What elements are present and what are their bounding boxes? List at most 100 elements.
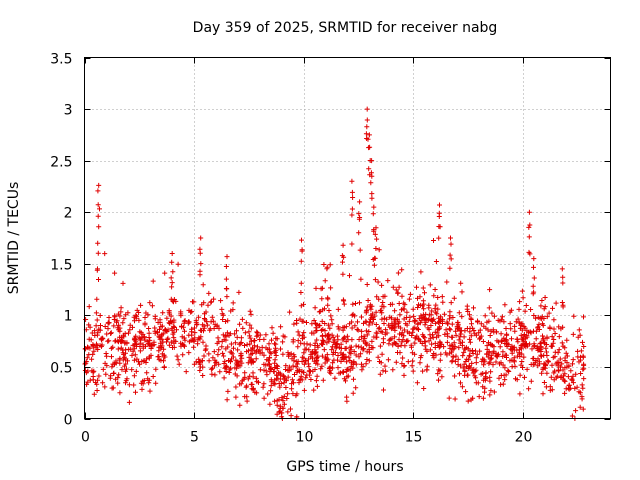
data-point	[524, 333, 530, 339]
data-point	[407, 291, 413, 297]
data-point	[285, 409, 291, 415]
data-point	[131, 373, 137, 379]
data-point	[527, 222, 533, 228]
data-point	[133, 368, 139, 374]
data-point	[559, 340, 565, 346]
data-points	[82, 106, 587, 421]
data-point	[523, 303, 529, 308]
data-point	[279, 395, 285, 401]
data-point	[254, 329, 260, 335]
data-point	[201, 300, 207, 306]
data-point	[539, 353, 544, 359]
data-point	[358, 351, 364, 357]
data-point	[420, 298, 426, 304]
data-point	[137, 361, 143, 367]
data-point	[539, 370, 545, 376]
data-point	[267, 401, 273, 407]
data-point	[289, 386, 295, 392]
data-point	[364, 106, 370, 112]
data-point	[267, 349, 273, 355]
data-point	[364, 117, 370, 123]
data-point	[192, 335, 198, 341]
data-point	[461, 349, 467, 355]
data-point	[549, 387, 555, 393]
data-point	[486, 305, 492, 311]
data-point	[483, 370, 489, 376]
data-point	[309, 350, 315, 356]
data-point	[243, 384, 249, 390]
data-point	[581, 344, 587, 349]
data-point	[137, 329, 143, 335]
data-point	[399, 332, 405, 338]
data-point	[366, 166, 372, 172]
data-point	[186, 350, 192, 356]
data-point	[564, 364, 570, 370]
data-point	[406, 318, 412, 324]
data-point	[225, 388, 231, 394]
data-point	[155, 330, 160, 336]
data-point	[369, 173, 375, 179]
data-point	[304, 320, 309, 325]
data-point	[359, 328, 365, 334]
data-point	[401, 306, 407, 312]
data-point	[341, 376, 347, 382]
data-point	[473, 355, 479, 361]
data-point	[247, 322, 253, 328]
data-point	[295, 329, 301, 335]
data-point	[121, 334, 127, 340]
data-point	[562, 390, 568, 396]
data-point	[223, 264, 229, 269]
data-point	[255, 332, 261, 338]
data-point	[556, 368, 562, 374]
data-point	[468, 317, 474, 322]
data-point	[97, 327, 103, 333]
data-point	[470, 348, 475, 353]
data-point	[542, 295, 548, 300]
data-point	[311, 387, 317, 393]
data-point	[92, 333, 98, 338]
y-tick-label: 0.5	[50, 361, 72, 377]
data-point	[542, 340, 548, 346]
data-point	[223, 276, 229, 282]
data-point	[284, 396, 290, 401]
data-point	[253, 375, 259, 381]
data-point	[204, 319, 210, 325]
data-point	[366, 132, 372, 138]
data-point	[146, 330, 152, 336]
data-point	[313, 285, 319, 291]
data-point	[179, 323, 184, 329]
data-point	[117, 390, 123, 396]
data-point	[560, 274, 566, 280]
data-point	[414, 284, 419, 290]
data-point	[340, 242, 346, 248]
data-point	[200, 364, 206, 370]
data-point	[379, 316, 385, 322]
data-point	[476, 394, 482, 400]
data-point	[248, 311, 254, 317]
data-point	[376, 296, 382, 302]
data-point	[448, 235, 453, 241]
data-point	[369, 345, 375, 350]
data-point	[372, 231, 378, 237]
data-point	[280, 333, 286, 339]
data-point	[313, 325, 319, 331]
data-point	[465, 309, 471, 314]
data-point	[164, 339, 169, 345]
data-point	[357, 199, 363, 205]
data-point	[405, 359, 411, 365]
data-point	[405, 338, 411, 344]
data-point	[159, 343, 165, 349]
data-point	[169, 319, 175, 325]
data-point	[415, 305, 421, 310]
data-point	[404, 322, 410, 328]
data-point	[95, 250, 101, 256]
data-point	[189, 309, 195, 315]
data-point	[149, 342, 154, 348]
data-point	[369, 320, 375, 326]
data-point	[105, 320, 111, 326]
data-point	[444, 331, 450, 337]
data-point	[517, 299, 523, 305]
data-point	[106, 315, 112, 320]
data-point	[330, 334, 336, 340]
